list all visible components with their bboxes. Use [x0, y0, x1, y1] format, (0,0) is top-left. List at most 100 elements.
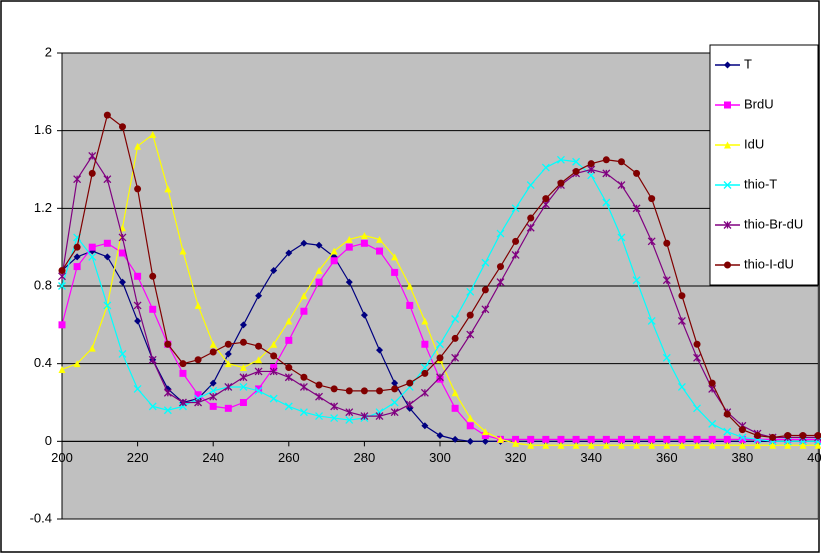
marker-part [451, 404, 459, 412]
marker-part [345, 243, 353, 251]
marker-part [330, 414, 339, 422]
marker [602, 198, 611, 207]
marker [512, 237, 520, 245]
marker [723, 435, 731, 443]
marker [542, 195, 550, 203]
marker [723, 410, 731, 418]
marker-part [420, 363, 429, 372]
marker [663, 435, 671, 443]
marker-part [285, 364, 293, 372]
marker [769, 441, 777, 449]
marker-part [587, 441, 595, 449]
marker [58, 266, 66, 274]
marker [541, 163, 550, 172]
marker [814, 441, 821, 449]
marker-part [255, 356, 263, 364]
marker [209, 340, 217, 348]
marker-part [406, 379, 414, 387]
marker [647, 237, 656, 246]
marker [527, 214, 535, 222]
marker [58, 321, 66, 329]
marker-part [421, 340, 429, 348]
marker [814, 432, 821, 440]
marker-part [678, 441, 686, 449]
marker-part [360, 311, 368, 319]
y-tick-label: 0.8 [34, 277, 52, 292]
marker [784, 441, 792, 449]
marker-part [663, 441, 671, 449]
marker [420, 388, 429, 397]
marker-part [164, 340, 172, 348]
marker [662, 353, 671, 362]
marker [209, 379, 217, 387]
marker-part [466, 311, 474, 319]
marker [163, 388, 172, 397]
y-tick-label: -0.4 [30, 510, 52, 525]
marker [345, 243, 353, 251]
marker [345, 387, 353, 395]
marker-part [390, 398, 399, 407]
marker-part [179, 369, 187, 377]
legend-label: T [744, 56, 752, 71]
marker-part [270, 340, 278, 348]
y-tick-label: 1.2 [34, 200, 52, 215]
marker [285, 317, 293, 325]
x-tick-label: 380 [732, 450, 754, 465]
marker [633, 169, 641, 177]
marker [512, 435, 520, 443]
marker [481, 437, 489, 445]
marker [255, 385, 263, 393]
marker-part [542, 195, 550, 203]
marker-part [103, 239, 111, 247]
marker-part [406, 301, 414, 309]
marker-part [194, 356, 202, 364]
marker [88, 169, 96, 177]
marker-part [345, 235, 353, 243]
marker [103, 301, 112, 310]
marker [315, 412, 323, 421]
marker-part [239, 399, 247, 406]
marker [708, 419, 717, 428]
marker [284, 402, 293, 411]
marker-part [541, 163, 550, 172]
marker [134, 142, 142, 150]
marker-part [662, 353, 671, 362]
marker [285, 336, 293, 344]
marker-part [148, 402, 157, 411]
marker-part [633, 169, 641, 177]
marker [73, 263, 81, 271]
marker [799, 432, 807, 440]
marker [542, 441, 550, 449]
marker [118, 123, 126, 131]
marker-part [481, 258, 490, 267]
marker [602, 441, 610, 449]
marker-part [406, 282, 414, 290]
marker [149, 305, 157, 313]
marker [678, 441, 686, 449]
marker-part [769, 441, 777, 449]
marker [496, 263, 504, 271]
marker [723, 221, 732, 229]
marker [723, 181, 732, 189]
marker-part [451, 435, 459, 443]
marker [300, 307, 308, 315]
marker-part [587, 435, 595, 443]
marker [194, 391, 202, 399]
marker [557, 435, 565, 443]
marker [299, 408, 308, 417]
marker [133, 301, 142, 310]
marker-part [224, 404, 232, 412]
marker-part [391, 253, 399, 261]
marker [255, 356, 263, 364]
marker [648, 195, 656, 203]
marker [511, 250, 520, 259]
marker-part [602, 198, 611, 207]
marker-part [724, 141, 731, 149]
marker [58, 282, 66, 290]
marker [466, 311, 474, 319]
marker [784, 432, 792, 440]
marker-part [285, 249, 293, 257]
marker [148, 402, 157, 411]
marker-part [330, 257, 338, 265]
marker-part [360, 387, 368, 395]
